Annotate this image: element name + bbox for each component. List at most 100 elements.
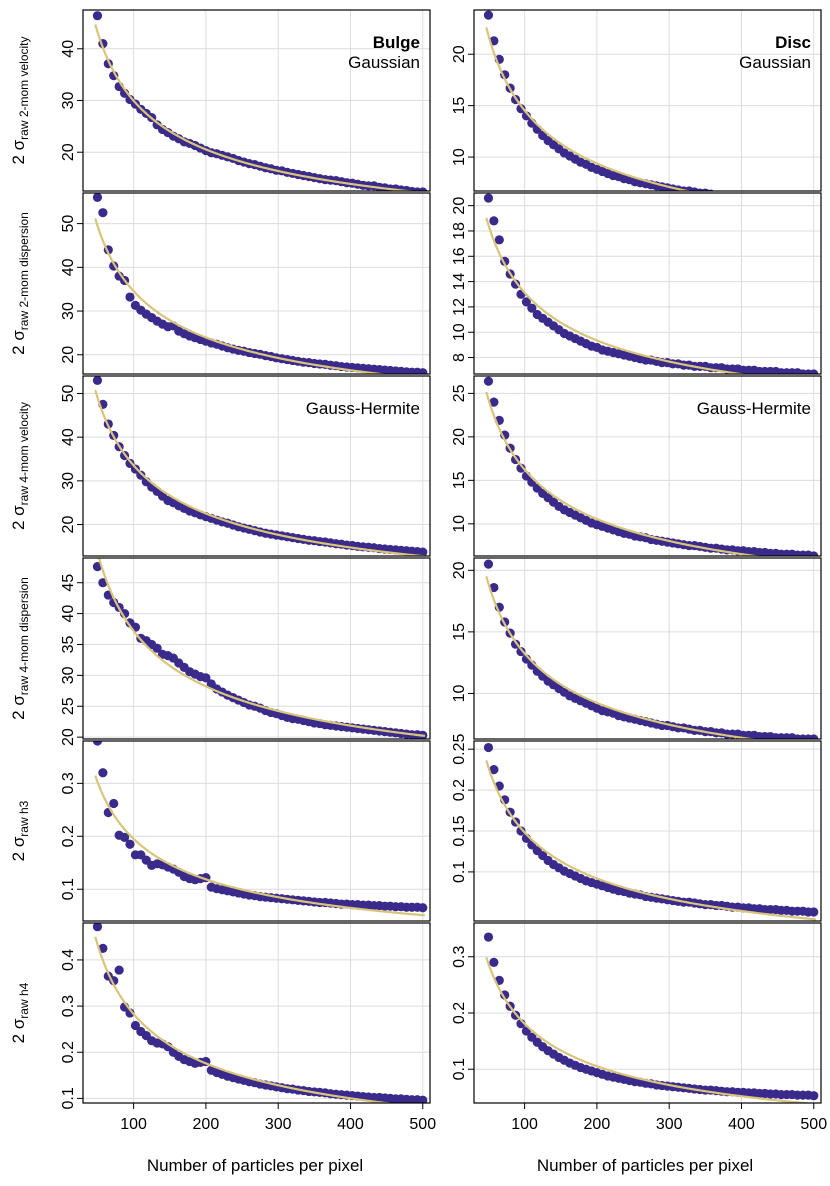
fit-curve [485,956,817,1103]
data-point [510,279,521,289]
panel-9: 0.1 0.2 0.3 2 σraw h3 [9,740,431,922]
data-point [489,397,499,407]
y-axis-label-main: 2 σ [9,139,28,164]
y-tick-label: 10 [451,684,468,702]
y-tick-label: 20 [451,561,468,579]
y-tick-label: 20 [451,45,468,63]
y-tick-label: 0.3 [451,946,468,968]
y-tick-label: 0.15 [451,815,468,846]
y-tick-label: 0.1 [451,861,468,883]
panel-frame [82,192,431,375]
data-point [701,188,710,191]
data-point [483,742,494,753]
data-point [125,839,135,849]
y-tick-label: 0.1 [60,1087,77,1109]
data-point [809,734,819,739]
y-tick-label: 20 [60,516,77,534]
fit-curve [485,27,693,191]
data-point [804,199,813,208]
y-axis-label: 2 σraw 4-mom velocity [9,402,31,530]
panel-frame [473,9,822,192]
y-tick-label: 35 [60,635,77,653]
y-tick-label: 25 [60,697,77,715]
y-tick-label: 10 [451,515,468,533]
data-point [739,194,748,203]
y-tick-label: 20 [60,346,77,364]
x-tick-label: 100 [120,1116,147,1133]
y-tick-label: 30 [60,666,77,684]
y-axis-label-subscript: raw 4-mom velocity [17,402,31,505]
x-tick-label: 400 [728,1116,755,1133]
y-tick-label: 16 [451,247,468,265]
x-tick-label: 500 [800,1116,827,1133]
panel-frame [473,192,822,375]
y-axis-label-subscript: raw 4-mom dispersion [17,577,31,695]
y-tick-label: 0.1 [451,1058,468,1080]
fit-curve [485,217,749,374]
x-tick-label: 200 [193,1116,220,1133]
data-point [114,965,124,975]
data-point [418,1095,428,1103]
y-tick-label: 40 [60,258,77,276]
y-tick-label: 10 [451,323,468,341]
panel-frame [82,375,431,557]
data-point [92,11,103,21]
y-tick-label: 10 [451,148,468,166]
data-point [777,197,786,206]
y-axis-label: 2 σraw 2-mom dispersion [9,212,31,355]
y-tick-label: 20 [60,728,77,746]
panel-5: 20 30 40 50 Gauss-Hermite 2 σraw 4-mom veloci… [9,375,431,557]
y-axis-label-main: 2 σ [9,1018,28,1043]
panel-title: Disc [775,33,811,52]
panel-frame [82,740,431,922]
y-tick-label: 0.2 [451,1002,468,1024]
data-point [809,1091,819,1101]
data-point [483,559,494,569]
y-tick-label: 18 [451,222,468,240]
y-tick-label: 30 [60,472,77,490]
data-point [782,197,791,206]
y-tick-label: 40 [60,605,77,623]
y-tick-label: 30 [60,302,77,320]
y-tick-label: 0.2 [451,779,468,801]
data-point [418,547,428,556]
y-tick-label: 15 [451,471,468,489]
y-tick-label: 45 [60,574,77,592]
y-tick-label: 14 [451,273,468,291]
y-tick-label: 0.2 [60,1041,77,1063]
data-point [516,826,526,836]
fit-curve [94,936,395,1103]
data-point [744,194,753,203]
y-tick-label: 8 [451,353,468,362]
fit-curve [485,391,764,556]
y-axis-label-main: 2 σ [9,695,28,720]
data-point [719,190,724,191]
panel-subtitle: Gauss-Hermite [697,399,811,418]
panel-7: 20 25 30 35 40 45 2 σraw 4-mom dispersion [9,557,431,746]
data-point [750,195,759,204]
panel-frame [473,375,822,557]
data-point [130,1020,141,1031]
panel-frame [82,922,431,1104]
panel-subtitle: Gauss-Hermite [306,399,420,418]
y-tick-label: 50 [60,384,77,402]
y-tick-label: 20 [60,143,77,161]
data-point [516,104,526,114]
data-point [809,907,819,917]
y-axis-label-main: 2 σ [9,836,28,861]
x-axis-label-right: Number of particles per pixel [537,1156,753,1175]
panel-3: 20 30 40 50 2 σraw 2-mom dispersion [9,192,431,375]
x-tick-label: 500 [409,1116,436,1133]
fit-curve [485,575,759,739]
y-axis-label: 2 σraw h4 [9,982,31,1043]
panel-subtitle: Gaussian [739,53,811,72]
y-tick-label: 15 [451,97,468,115]
fit-curve [485,760,817,921]
y-axis-label-subscript: raw h4 [17,982,31,1018]
x-tick-label: 300 [656,1116,683,1133]
data-point [527,303,537,313]
y-tick-label: 25 [451,384,468,402]
